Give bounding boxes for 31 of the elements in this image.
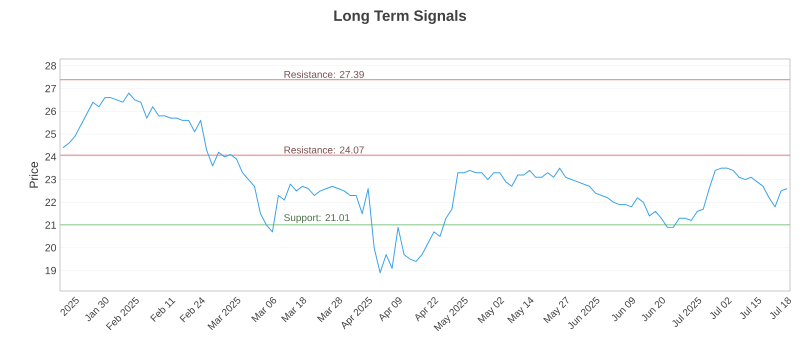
x-tick-label: Apr 22 xyxy=(415,297,439,322)
x-tick-label: Mar 06 xyxy=(251,297,276,322)
ref-line-label: Resistance: 24.07 xyxy=(284,146,364,154)
ref-line-label: Support: 21.01 xyxy=(284,214,350,224)
x-tick-label: Jan 30 xyxy=(85,297,109,322)
x-tick-label: Mar 18 xyxy=(281,297,306,322)
y-tick-label: 21 xyxy=(45,221,56,229)
y-tick-label: 23 xyxy=(45,176,56,184)
x-tick-label: Feb 24 xyxy=(180,297,205,322)
y-tick-label: 19 xyxy=(46,266,56,274)
x-tick-label: May 02 xyxy=(477,297,504,324)
y-axis-title: Price xyxy=(29,162,38,188)
x-tick-label: Jul 02 xyxy=(710,297,732,320)
x-tick-label: Mar 28 xyxy=(316,297,342,322)
y-tick-label: 27 xyxy=(45,84,56,92)
x-tick-label: Jul 15 xyxy=(740,296,762,320)
y-tick-label: 28 xyxy=(45,62,56,70)
x-tick-label: Jul 18 xyxy=(770,297,792,320)
x-tick-label: May 14 xyxy=(507,296,534,324)
y-tick-label: 22 xyxy=(45,198,56,206)
y-tick-label: 24 xyxy=(45,153,56,160)
y-tick-label: 25 xyxy=(45,130,56,138)
x-tick-label: Jun 20 xyxy=(642,297,666,322)
x-tick-label: Apr 09 xyxy=(379,297,402,322)
chart-title: Long Term Signals xyxy=(334,10,466,24)
ref-line-label: Resistance: 27.39 xyxy=(284,70,364,78)
x-tick-label: Jun 09 xyxy=(612,297,636,322)
x-tick-label: May 27 xyxy=(543,296,569,324)
y-tick-label: 26 xyxy=(45,108,56,116)
x-tick-label: Feb 11 xyxy=(150,298,176,322)
y-tick-label: 20 xyxy=(45,244,56,252)
